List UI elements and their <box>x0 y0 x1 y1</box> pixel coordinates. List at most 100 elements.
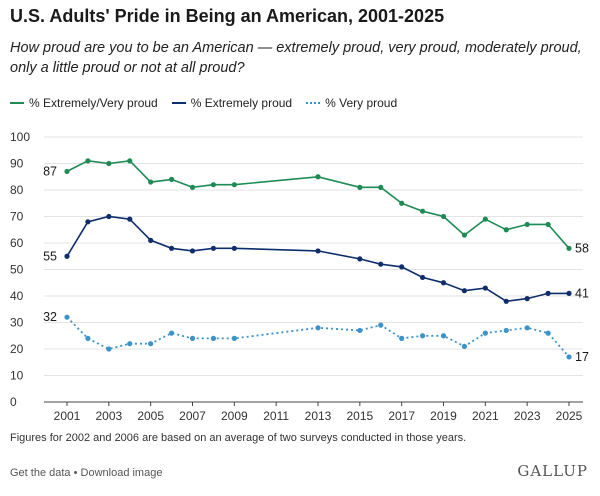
end-value-label: 17 <box>575 350 589 364</box>
x-tick-label: 2011 <box>263 409 289 423</box>
data-point <box>106 213 112 220</box>
data-point <box>85 219 91 225</box>
data-point <box>461 288 468 294</box>
data-point <box>231 335 237 341</box>
data-point <box>399 200 405 206</box>
x-tick-label: 2007 <box>179 409 206 423</box>
data-point <box>148 179 154 185</box>
data-point <box>440 213 447 220</box>
series-line-0 <box>66 159 570 249</box>
x-tick-label: 2013 <box>305 409 332 423</box>
data-point <box>210 335 217 341</box>
data-point <box>503 327 509 334</box>
legend-label-extremely-very: % Extremely/Very proud <box>29 96 158 110</box>
legend-swatch-extremely-very <box>10 102 24 104</box>
end-value-label: 58 <box>575 241 589 255</box>
line-chart: 0 10 20 30 40 50 60 70 80 90 100 2001 2003 2005 2007 20… <box>10 130 589 423</box>
data-point <box>189 335 196 341</box>
data-point <box>524 296 530 302</box>
data-point <box>64 253 70 259</box>
start-value-label: 32 <box>43 310 57 324</box>
data-point <box>127 216 133 222</box>
data-point <box>503 227 509 233</box>
data-point <box>106 346 112 352</box>
data-point <box>482 285 488 291</box>
footer-links: Get the data • Download image <box>10 467 162 479</box>
data-point <box>64 314 70 320</box>
grid-layer <box>44 136 583 406</box>
data-point <box>357 184 363 190</box>
series-line-1 <box>66 215 569 303</box>
data-point <box>64 168 70 175</box>
x-tick-label: 2017 <box>388 409 415 423</box>
data-point <box>399 264 405 270</box>
data-point <box>378 261 384 267</box>
y-tick-label: 0 <box>10 395 17 409</box>
data-point <box>127 158 133 164</box>
data-point <box>168 330 175 336</box>
series-layer <box>64 158 572 360</box>
data-point <box>503 298 509 304</box>
data-point <box>85 335 91 341</box>
y-tick-label: 20 <box>10 342 24 356</box>
x-tick-label: 2005 <box>137 409 164 423</box>
y-tick-label: 70 <box>10 210 24 224</box>
x-tick-label: 2015 <box>346 409 373 423</box>
y-tick-label: 60 <box>10 236 24 250</box>
data-point <box>461 232 468 238</box>
legend-item-extremely-very: % Extremely/Very proud <box>10 96 158 110</box>
footer-separator: • <box>70 467 81 479</box>
data-point <box>419 208 426 214</box>
y-tick-label: 80 <box>10 183 24 197</box>
footnote: Figures for 2002 and 2006 are based on a… <box>10 432 467 444</box>
data-point <box>357 327 363 334</box>
data-point <box>148 237 154 243</box>
data-point <box>168 176 175 182</box>
y-tick-label: 10 <box>10 369 24 383</box>
data-point <box>189 184 196 190</box>
chart-title: U.S. Adults' Pride in Being an American,… <box>10 6 445 26</box>
data-point <box>440 333 447 339</box>
data-point <box>482 330 488 336</box>
y-tick-label: 50 <box>10 263 24 277</box>
data-point <box>566 245 572 251</box>
data-point <box>210 245 217 251</box>
y-tick-label: 40 <box>10 289 24 303</box>
data-point <box>315 325 321 331</box>
x-tick-label: 2025 <box>556 409 583 423</box>
x-tick-label: 2003 <box>95 409 122 423</box>
legend-label-extremely: % Extremely proud <box>190 96 293 110</box>
data-point <box>315 248 321 254</box>
data-point <box>566 290 572 296</box>
x-tick-label: 2001 <box>54 409 81 423</box>
legend-swatch-extremely <box>171 102 186 104</box>
series-line-2 <box>66 316 570 358</box>
start-value-label: 55 <box>43 249 57 263</box>
data-point <box>231 182 237 188</box>
chart-legend: % Extremely/Very proud % Extremely proud… <box>10 96 397 110</box>
data-point <box>378 322 384 328</box>
data-point <box>85 158 91 164</box>
chart-subtitle: How proud are you to be an American — ex… <box>10 40 582 76</box>
legend-swatch-very <box>306 102 321 104</box>
data-point <box>399 335 405 341</box>
get-data-link[interactable]: Get the data <box>10 467 71 479</box>
end-value-label: 41 <box>575 286 589 300</box>
data-point <box>419 333 426 339</box>
data-point <box>148 341 154 347</box>
data-point <box>524 325 530 331</box>
data-point <box>231 245 237 251</box>
data-point <box>315 174 321 180</box>
data-point <box>482 216 488 222</box>
y-tick-label: 30 <box>10 316 24 330</box>
x-tick-label: 2023 <box>514 409 541 423</box>
data-point <box>545 330 551 336</box>
data-point <box>106 160 112 167</box>
data-point <box>378 184 384 190</box>
data-point <box>566 354 572 360</box>
start-value-label: 87 <box>43 164 57 178</box>
y-tick-label: 100 <box>10 130 30 144</box>
data-point <box>210 182 217 188</box>
data-point <box>461 343 468 349</box>
download-image-link[interactable]: Download image <box>80 467 163 479</box>
